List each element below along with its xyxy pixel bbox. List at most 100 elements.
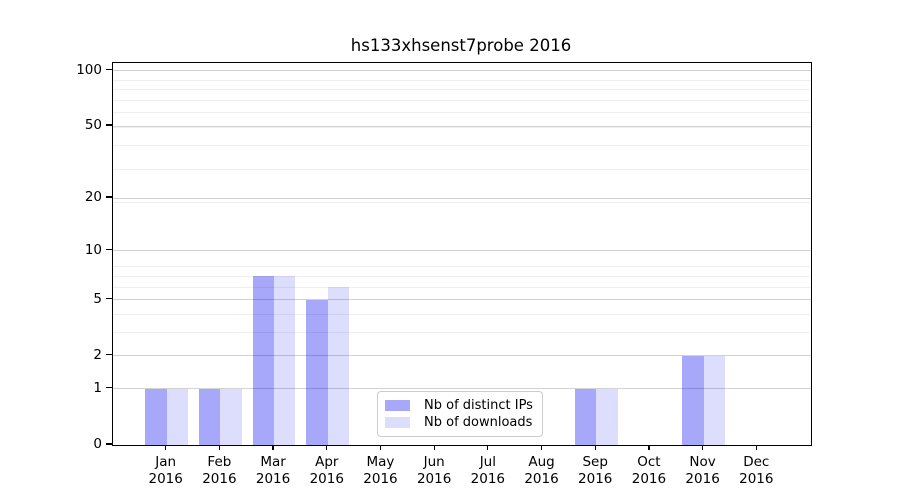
- y-tick-label: 20: [84, 189, 102, 206]
- x-tick-mark: [594, 445, 596, 450]
- y-minor-gridline: [113, 168, 811, 170]
- x-tick-month: Nov: [689, 454, 716, 470]
- x-tick-mark: [540, 445, 543, 450]
- x-tick-mark: [433, 445, 435, 450]
- y-minor-gridline: [113, 201, 811, 203]
- x-tick-year: 2016: [524, 470, 559, 487]
- bar-distinct-ips: [682, 355, 704, 445]
- y-tick-mark: [106, 124, 112, 126]
- bar-distinct-ips: [145, 388, 167, 445]
- bar-distinct-ips: [199, 388, 221, 445]
- y-major-gridline: [113, 125, 811, 127]
- y-minor-gridline: [113, 275, 811, 277]
- bar-downloads: [703, 355, 725, 445]
- x-tick-mark: [218, 445, 220, 450]
- y-minor-gridline: [113, 89, 811, 91]
- x-tick-label: Mar 2016: [238, 454, 308, 487]
- x-tick-year: 2016: [202, 470, 237, 487]
- x-tick-mark: [379, 445, 382, 450]
- x-tick-mark: [272, 445, 274, 450]
- y-tick-mark: [106, 354, 112, 356]
- y-minor-gridline: [113, 99, 811, 101]
- legend-item-distinct-ips: Nb of distinct IPs: [385, 397, 533, 414]
- legend-label-downloads: Nb of downloads: [424, 414, 533, 430]
- legend-swatch-distinct-ips: [385, 400, 410, 411]
- x-tick-year: 2016: [578, 470, 613, 487]
- x-tick-label: Apr 2016: [292, 454, 362, 487]
- x-tick-month: Sep: [582, 454, 608, 470]
- x-tick-label: Feb 2016: [184, 454, 254, 487]
- legend: Nb of distinct IPs Nb of downloads: [377, 391, 543, 437]
- y-tick-label: 2: [93, 346, 102, 363]
- x-tick-label: Sep 2016: [560, 454, 630, 487]
- x-tick-label: May 2016: [345, 454, 415, 487]
- x-tick-mark: [702, 445, 704, 450]
- bar-downloads: [327, 287, 350, 445]
- y-tick-label: 5: [93, 290, 102, 307]
- legend-item-downloads: Nb of downloads: [385, 414, 533, 431]
- x-tick-month: Aug: [528, 454, 555, 470]
- y-minor-gridline: [113, 112, 811, 114]
- x-tick-label: Aug 2016: [507, 454, 577, 487]
- y-tick-mark: [106, 443, 112, 445]
- bar-downloads: [166, 388, 188, 445]
- x-tick-month: Jun: [423, 454, 445, 470]
- y-tick-mark: [106, 196, 112, 198]
- y-major-gridline: [113, 299, 811, 301]
- x-tick-year: 2016: [363, 470, 398, 487]
- y-tick-label: 0: [93, 436, 102, 452]
- y-major-gridline: [113, 70, 811, 72]
- y-major-gridline: [113, 355, 811, 357]
- x-tick-label: Jul 2016: [453, 454, 523, 487]
- legend-label-distinct-ips: Nb of distinct IPs: [424, 397, 533, 413]
- legend-swatch-downloads: [385, 417, 410, 428]
- y-tick-mark: [106, 69, 112, 71]
- x-tick-year: 2016: [739, 470, 774, 487]
- y-tick-label: 100: [76, 61, 102, 78]
- bar-downloads: [220, 388, 242, 445]
- y-tick-mark: [106, 298, 112, 300]
- y-minor-gridline: [113, 266, 811, 268]
- x-tick-month: Feb: [207, 454, 232, 470]
- bar-distinct-ips: [252, 276, 275, 445]
- y-tick-mark: [106, 248, 112, 251]
- x-tick-year: 2016: [255, 470, 291, 487]
- x-tick-year: 2016: [631, 470, 667, 487]
- x-tick-year: 2016: [148, 470, 183, 487]
- x-tick-month: Jul: [479, 454, 496, 470]
- y-minor-gridline: [113, 127, 811, 129]
- x-tick-mark: [648, 445, 650, 450]
- chart-title: hs133xhsenst7probe 2016: [350, 36, 572, 55]
- y-minor-gridline: [113, 313, 811, 315]
- bar-distinct-ips: [574, 388, 597, 445]
- y-minor-gridline: [113, 79, 811, 81]
- x-tick-mark: [487, 445, 489, 450]
- x-tick-mark: [165, 445, 167, 450]
- bar-downloads: [274, 276, 296, 445]
- x-tick-month: Mar: [260, 454, 286, 470]
- x-tick-label: Oct 2016: [614, 454, 684, 487]
- x-tick-label: Dec 2016: [721, 454, 791, 487]
- x-tick-month: Dec: [743, 454, 770, 470]
- y-major-gridline: [113, 197, 811, 199]
- x-tick-year: 2016: [416, 470, 452, 487]
- x-tick-year: 2016: [470, 470, 506, 487]
- x-tick-label: Nov 2016: [668, 454, 738, 487]
- x-tick-year: 2016: [309, 470, 344, 487]
- x-tick-month: Oct: [637, 454, 661, 470]
- bar-downloads: [596, 388, 618, 445]
- plot-area: [112, 62, 812, 446]
- y-tick-label: 1: [93, 379, 102, 396]
- y-minor-gridline: [113, 286, 811, 288]
- x-tick-label: Jan 2016: [131, 454, 201, 487]
- y-tick-label: 10: [84, 241, 102, 258]
- x-tick-year: 2016: [685, 470, 720, 487]
- y-tick-label: 50: [84, 117, 102, 134]
- x-tick-mark: [326, 445, 328, 450]
- x-tick-month: Apr: [315, 454, 339, 470]
- bar-distinct-ips: [306, 299, 328, 445]
- y-minor-gridline: [113, 145, 811, 147]
- x-tick-label: Jun 2016: [399, 454, 469, 487]
- x-tick-month: Jan: [155, 454, 177, 470]
